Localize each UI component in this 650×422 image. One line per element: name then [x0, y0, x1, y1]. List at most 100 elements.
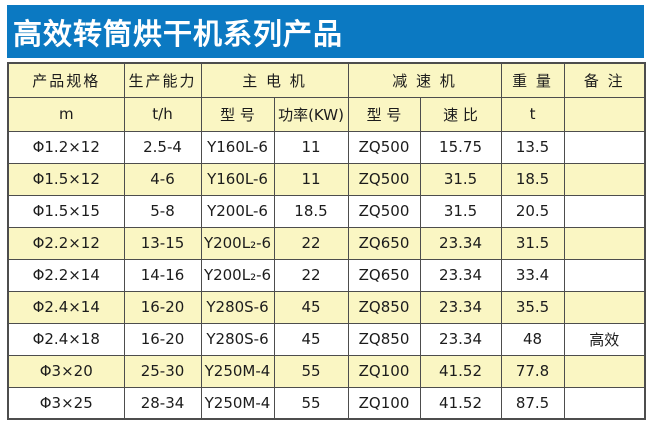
- col-header-spec: 产品规格: [7, 62, 125, 98]
- cell-spec: Φ2.4×14: [7, 290, 125, 324]
- cell-weight: 18.5: [500, 162, 565, 196]
- cell-capacity: 5-8: [123, 194, 202, 228]
- cell-reducer-model: ZQ100: [347, 354, 421, 388]
- cell-motor-power: 18.5: [273, 194, 349, 228]
- cell-capacity: 2.5-4: [123, 130, 202, 164]
- header-unit-row: m t/h 型 号 功率(KW) 型 号 速 比 t: [7, 96, 646, 132]
- cell-weight: 48: [500, 322, 565, 356]
- cell-spec: Φ3×20: [7, 354, 125, 388]
- cell-speed-ratio: 23.34: [419, 322, 502, 356]
- cell-reducer-model: ZQ100: [347, 386, 421, 420]
- cell-capacity: 16-20: [123, 322, 202, 356]
- cell-motor-power: 22: [273, 258, 349, 292]
- cell-speed-ratio: 15.75: [419, 130, 502, 164]
- cell-spec: Φ3×25: [7, 386, 125, 420]
- cell-note: [563, 162, 646, 196]
- col-header-capacity: 生产能力: [123, 62, 202, 98]
- cell-motor-model: Y280S-6: [200, 290, 275, 324]
- cell-speed-ratio: 23.34: [419, 226, 502, 260]
- cell-spec: Φ2.2×12: [7, 226, 125, 260]
- unit-capacity-th: t/h: [123, 96, 202, 132]
- cell-reducer-model: ZQ650: [347, 226, 421, 260]
- unit-speed-ratio: 速 比: [419, 96, 502, 132]
- cell-reducer-model: ZQ500: [347, 130, 421, 164]
- cell-capacity: 16-20: [123, 290, 202, 324]
- cell-weight: 35.5: [500, 290, 565, 324]
- cell-capacity: 14-16: [123, 258, 202, 292]
- cell-capacity: 4-6: [123, 162, 202, 196]
- col-header-main-motor: 主 电 机: [200, 62, 349, 98]
- page-title: 高效转筒烘干机系列产品: [13, 16, 344, 51]
- cell-note: [563, 258, 646, 292]
- cell-weight: 20.5: [500, 194, 565, 228]
- cell-motor-power: 11: [273, 162, 349, 196]
- cell-motor-power: 22: [273, 226, 349, 260]
- cell-motor-power: 45: [273, 322, 349, 356]
- table-row: Φ2.2×14 14-16 Y200L₂-6 22 ZQ650 23.34 33…: [7, 258, 646, 292]
- table-row: Φ2.4×18 16-20 Y280S-6 45 ZQ850 23.34 48 …: [7, 322, 646, 356]
- cell-motor-model: Y250M-4: [200, 354, 275, 388]
- product-spec-table: 产品规格 生产能力 主 电 机 减 速 机 重 量 备 注 m t/h 型 号 …: [7, 62, 647, 420]
- cell-note: [563, 194, 646, 228]
- cell-capacity: 28-34: [123, 386, 202, 420]
- table-header: 产品规格 生产能力 主 电 机 减 速 机 重 量 备 注 m t/h 型 号 …: [7, 62, 646, 132]
- table-row: Φ1.2×12 2.5-4 Y160L-6 11 ZQ500 15.75 13.…: [7, 130, 646, 164]
- cell-motor-model: Y160L-6: [200, 162, 275, 196]
- table-row: Φ2.2×12 13-15 Y200L₂-6 22 ZQ650 23.34 31…: [7, 226, 646, 260]
- table-row: Φ1.5×12 4-6 Y160L-6 11 ZQ500 31.5 18.5: [7, 162, 646, 196]
- header-group-row: 产品规格 生产能力 主 电 机 减 速 机 重 量 备 注: [7, 62, 646, 98]
- table-row: Φ2.4×14 16-20 Y280S-6 45 ZQ850 23.34 35.…: [7, 290, 646, 324]
- cell-note: 高效: [563, 322, 646, 356]
- cell-speed-ratio: 23.34: [419, 258, 502, 292]
- cell-speed-ratio: 41.52: [419, 386, 502, 420]
- cell-spec: Φ1.2×12: [7, 130, 125, 164]
- cell-speed-ratio: 41.52: [419, 354, 502, 388]
- cell-motor-power: 55: [273, 386, 349, 420]
- col-header-weight: 重 量: [500, 62, 565, 98]
- unit-remark-empty: [563, 96, 646, 132]
- col-header-remark: 备 注: [563, 62, 646, 98]
- cell-motor-model: Y250M-4: [200, 386, 275, 420]
- cell-note: [563, 130, 646, 164]
- cell-speed-ratio: 23.34: [419, 290, 502, 324]
- cell-motor-power: 55: [273, 354, 349, 388]
- unit-motor-model: 型 号: [200, 96, 275, 132]
- cell-weight: 77.8: [500, 354, 565, 388]
- table-row: Φ3×20 25-30 Y250M-4 55 ZQ100 41.52 77.8: [7, 354, 646, 388]
- cell-spec: Φ2.4×18: [7, 322, 125, 356]
- cell-reducer-model: ZQ850: [347, 322, 421, 356]
- col-header-reducer: 减 速 机: [347, 62, 502, 98]
- cell-weight: 87.5: [500, 386, 565, 420]
- cell-reducer-model: ZQ500: [347, 162, 421, 196]
- cell-reducer-model: ZQ500: [347, 194, 421, 228]
- unit-weight-t: t: [500, 96, 565, 132]
- cell-motor-model: Y200L₂-6: [200, 258, 275, 292]
- cell-speed-ratio: 31.5: [419, 162, 502, 196]
- cell-spec: Φ1.5×15: [7, 194, 125, 228]
- cell-weight: 13.5: [500, 130, 565, 164]
- cell-weight: 33.4: [500, 258, 565, 292]
- cell-motor-model: Y200L-6: [200, 194, 275, 228]
- cell-motor-power: 45: [273, 290, 349, 324]
- cell-speed-ratio: 31.5: [419, 194, 502, 228]
- cell-reducer-model: ZQ850: [347, 290, 421, 324]
- cell-motor-model: Y200L₂-6: [200, 226, 275, 260]
- cell-motor-power: 11: [273, 130, 349, 164]
- cell-capacity: 25-30: [123, 354, 202, 388]
- cell-note: [563, 354, 646, 388]
- cell-weight: 31.5: [500, 226, 565, 260]
- cell-reducer-model: ZQ650: [347, 258, 421, 292]
- cell-note: [563, 290, 646, 324]
- cell-note: [563, 226, 646, 260]
- title-banner: 高效转筒烘干机系列产品: [7, 5, 644, 58]
- unit-spec-m: m: [7, 96, 125, 132]
- unit-motor-power-kw: 功率(KW): [273, 96, 349, 132]
- cell-motor-model: Y280S-6: [200, 322, 275, 356]
- cell-capacity: 13-15: [123, 226, 202, 260]
- table-row: Φ1.5×15 5-8 Y200L-6 18.5 ZQ500 31.5 20.5: [7, 194, 646, 228]
- table-body: Φ1.2×12 2.5-4 Y160L-6 11 ZQ500 15.75 13.…: [7, 130, 646, 420]
- cell-spec: Φ2.2×14: [7, 258, 125, 292]
- cell-note: [563, 386, 646, 420]
- cell-spec: Φ1.5×12: [7, 162, 125, 196]
